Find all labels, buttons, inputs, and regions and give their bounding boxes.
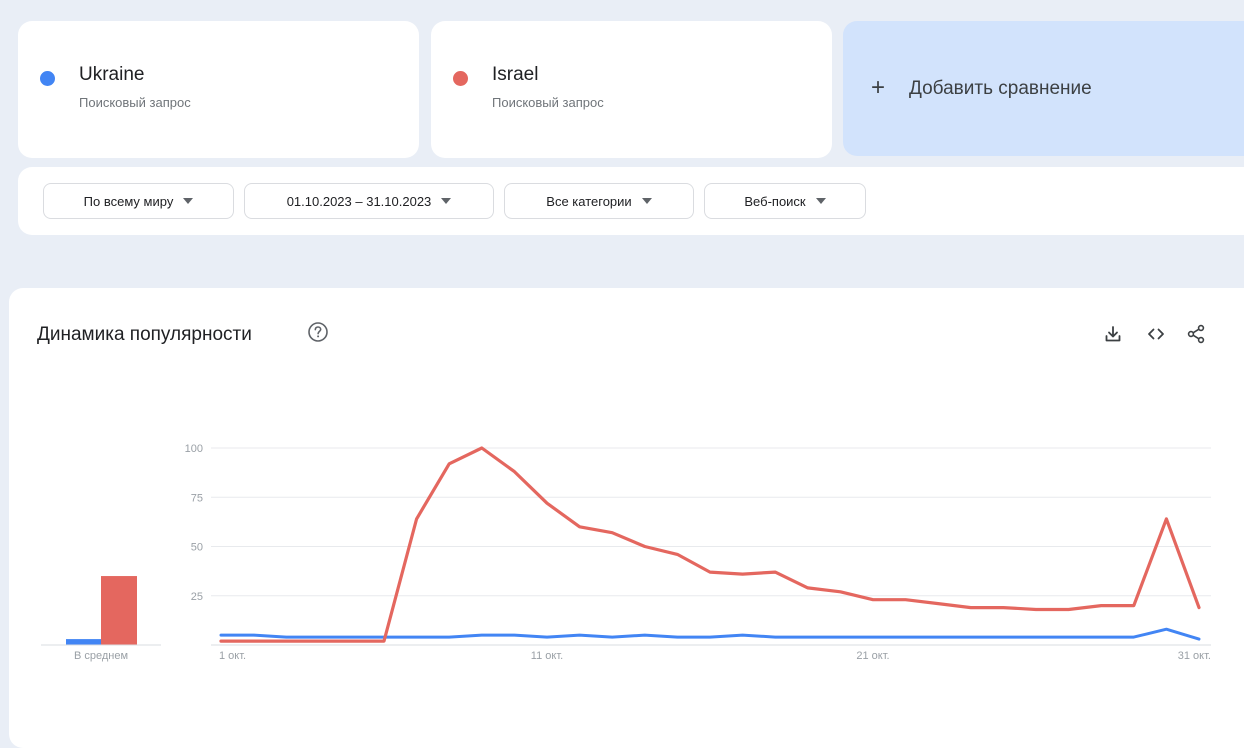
series-line-ukraine <box>219 627 1201 641</box>
term-card-ukraine[interactable]: Ukraine Поисковый запрос <box>18 21 419 158</box>
category-label: Все категории <box>546 193 632 209</box>
y-tick-label: 100 <box>185 443 203 455</box>
interest-over-time-panel: Динамика популярности 25 50 75 100 1 окт. 11 … <box>9 288 1244 748</box>
date-range-label: 01.10.2023 – 31.10.2023 <box>286 193 432 209</box>
region-dropdown[interactable]: По всему миру <box>43 183 234 219</box>
chart-area: 25 50 75 100 1 окт. 11 окт. 21 окт. 31 окт. В ср… <box>41 443 1211 662</box>
search-type-label: Веб-поиск <box>744 193 806 209</box>
search-type-dropdown[interactable]: Веб-поиск <box>704 183 866 219</box>
caret-down-icon <box>183 198 194 204</box>
term-kind: Поисковый запрос <box>492 95 604 110</box>
series-color-dot <box>40 71 55 86</box>
embed-icon[interactable] <box>1145 323 1167 345</box>
download-icon[interactable] <box>1102 323 1124 345</box>
add-comparison-label: Добавить сравнение <box>909 78 1092 99</box>
average-bar-ukraine <box>66 639 102 645</box>
region-dropdown-label: По всему миру <box>83 193 174 209</box>
term-kind: Поисковый запрос <box>79 95 191 110</box>
help-icon[interactable] <box>307 321 329 343</box>
panel-title: Динамика популярности <box>37 324 252 345</box>
plus-icon: + <box>871 74 886 101</box>
y-tick-label: 75 <box>191 492 203 504</box>
series-color-dot <box>453 71 468 86</box>
category-dropdown[interactable]: Все категории <box>504 183 694 219</box>
caret-down-icon <box>815 198 826 204</box>
x-tick-label: 11 окт. <box>531 650 563 662</box>
date-range-dropdown[interactable]: 01.10.2023 – 31.10.2023 <box>244 183 494 219</box>
x-tick-label: 31 окт. <box>1178 650 1211 662</box>
filters-bar: По всему миру 01.10.2023 – 31.10.2023 Вс… <box>18 167 1244 235</box>
add-comparison-button[interactable]: + Добавить сравнение <box>843 21 1244 156</box>
share-icon[interactable] <box>1185 323 1207 345</box>
term-name: Israel <box>492 64 539 85</box>
average-label: В среднем <box>74 650 128 662</box>
caret-down-icon <box>441 198 452 204</box>
term-card-israel[interactable]: Israel Поисковый запрос <box>431 21 832 158</box>
y-tick-label: 50 <box>191 542 203 554</box>
x-tick-label: 21 окт. <box>856 650 889 662</box>
term-name: Ukraine <box>79 64 145 85</box>
x-tick-label: 1 окт. <box>219 650 246 662</box>
y-tick-label: 25 <box>191 591 203 603</box>
series-line-israel <box>219 446 1201 643</box>
average-bar-israel <box>101 576 137 645</box>
caret-down-icon <box>641 198 652 204</box>
